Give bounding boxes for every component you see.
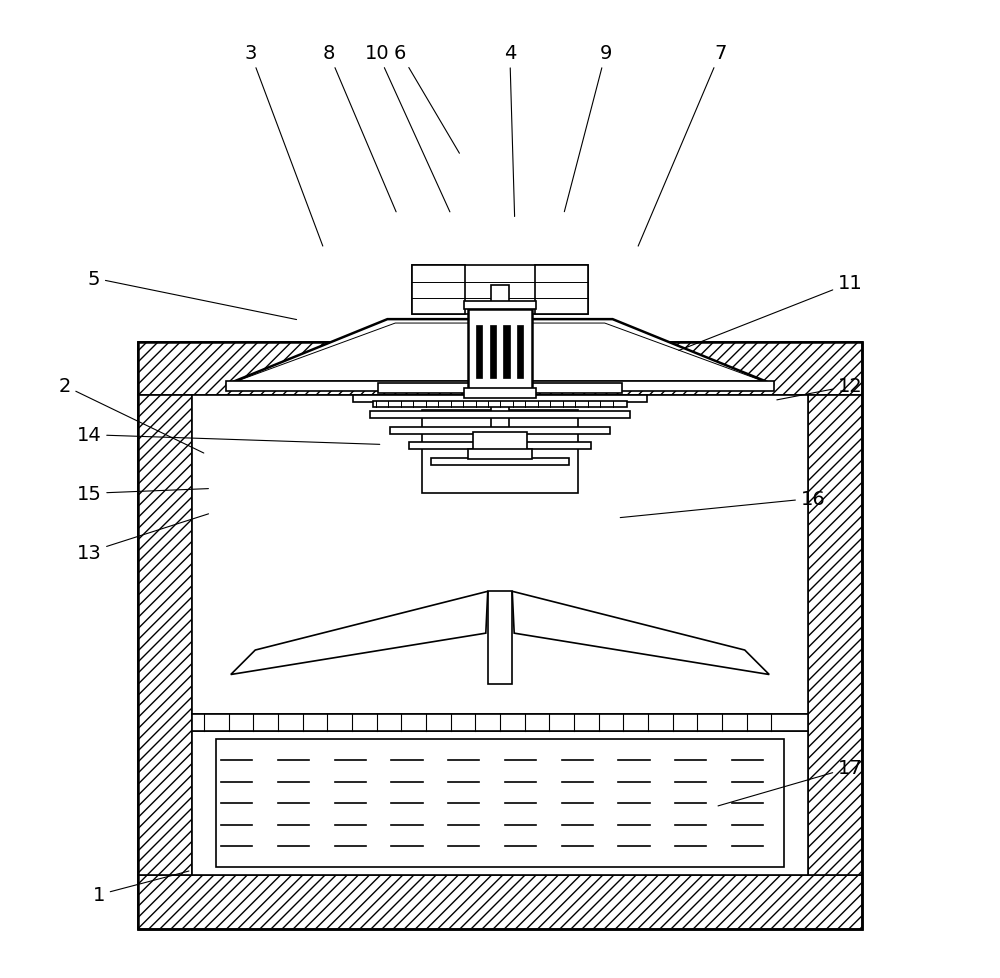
Bar (468, 310, 532, 390)
Text: 4: 4 (504, 44, 516, 217)
Bar (216, 739, 784, 867)
Text: 14: 14 (76, 425, 380, 445)
Bar (138, 875, 862, 929)
Text: 16: 16 (620, 489, 826, 518)
Bar (488, 592, 512, 685)
Bar (535, 266, 588, 315)
Bar (503, 326, 510, 378)
Bar (517, 326, 523, 378)
Polygon shape (226, 320, 774, 385)
Polygon shape (231, 592, 488, 675)
Bar (378, 383, 622, 393)
Bar (192, 714, 808, 732)
Bar (464, 301, 536, 310)
Text: 8: 8 (322, 44, 396, 212)
Bar (390, 427, 610, 434)
Bar (491, 286, 509, 437)
Bar (192, 396, 808, 714)
Text: 10: 10 (365, 44, 450, 212)
Bar (373, 402, 627, 408)
Bar (412, 266, 588, 315)
Bar (476, 326, 482, 378)
Text: 2: 2 (58, 377, 204, 454)
Text: 6: 6 (394, 44, 459, 155)
Bar (192, 732, 808, 875)
Bar (464, 388, 536, 399)
Bar (138, 342, 862, 396)
Text: 12: 12 (777, 377, 863, 400)
Text: 13: 13 (76, 514, 209, 562)
Text: 15: 15 (76, 484, 208, 504)
Bar (431, 459, 569, 466)
Bar (490, 326, 496, 378)
Text: 17: 17 (718, 758, 863, 806)
Bar (138, 342, 862, 929)
Bar (226, 381, 774, 391)
Bar (468, 450, 532, 460)
Bar (422, 411, 578, 494)
Text: 3: 3 (244, 44, 323, 246)
Text: 7: 7 (638, 44, 726, 246)
Bar (370, 412, 630, 419)
Bar (808, 396, 862, 875)
Text: 11: 11 (679, 274, 863, 351)
Bar (409, 443, 591, 450)
Text: 9: 9 (564, 44, 612, 212)
Bar (473, 432, 527, 452)
Bar (353, 396, 647, 403)
Bar (138, 342, 862, 929)
Bar (138, 396, 192, 875)
Polygon shape (512, 592, 769, 675)
Text: 1: 1 (92, 871, 189, 905)
Bar (412, 266, 465, 315)
Text: 5: 5 (87, 269, 297, 320)
